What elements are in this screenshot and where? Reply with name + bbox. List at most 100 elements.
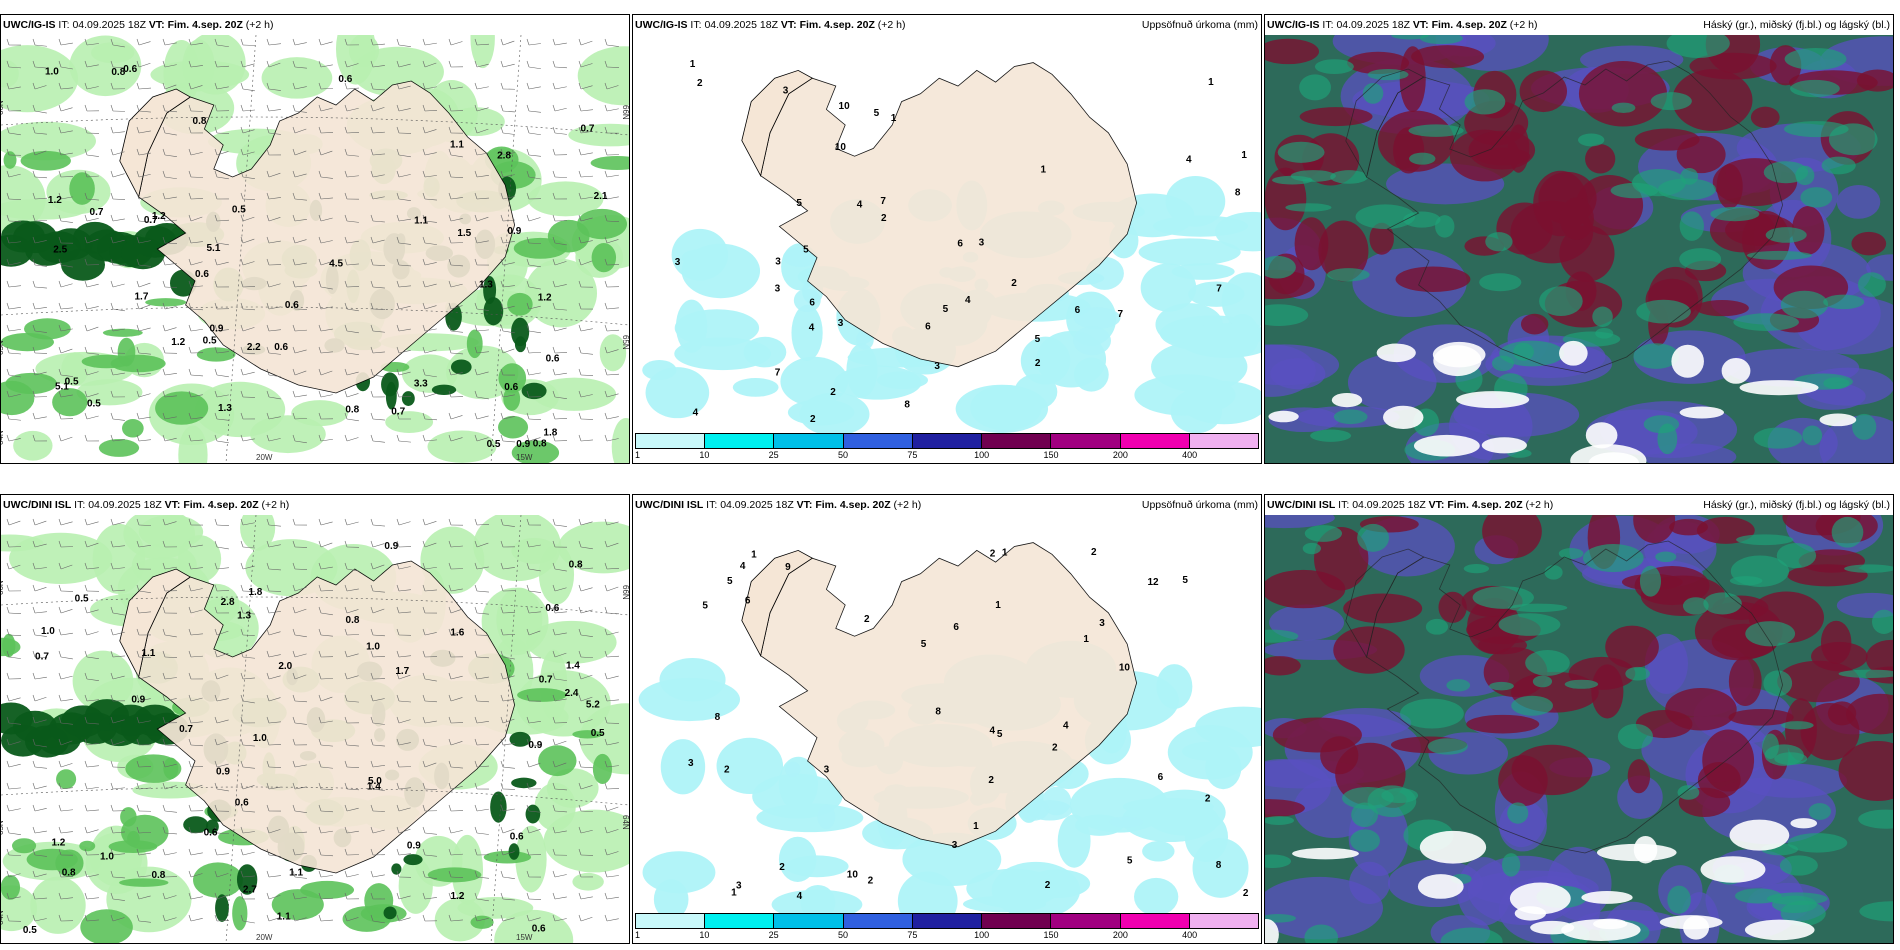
wind-barb-feather [58, 716, 62, 724]
wind-barb-feather [6, 258, 10, 266]
wind-barb-feather [526, 38, 530, 46]
wind-barb-feather [32, 368, 36, 376]
wind-barb-feather [188, 606, 192, 614]
wind-barb [8, 393, 21, 398]
precip-mid-area [11, 838, 37, 854]
wind-barb-feather [266, 390, 270, 398]
wind-barb-feather [266, 782, 270, 790]
clear-sky-area [1683, 915, 1710, 940]
wind-barb-feather [292, 760, 296, 768]
precip-rate-labels: 0.50.81.10.90.60.70.61.00.80.51.00.60.90… [23, 541, 605, 936]
wind-barb [8, 306, 21, 310]
wind-barb [164, 64, 177, 68]
lead-time: (+2 h) [261, 499, 290, 511]
wind-barb-feather [266, 214, 270, 222]
wind-barb-feather [526, 126, 530, 134]
accum-light-area [1142, 840, 1175, 862]
wind-barb [112, 719, 125, 724]
wind-barb-feather [318, 584, 322, 592]
it-label: IT: [74, 499, 86, 511]
wind-barb [60, 348, 73, 354]
mid-cloud-area [1425, 618, 1449, 635]
wind-barb [112, 787, 125, 790]
mid-cloud-area [1479, 273, 1522, 292]
wind-barb-feather [448, 346, 452, 354]
wind-barb-feather [552, 738, 556, 746]
wind-barb [86, 897, 99, 900]
high-cloud-area [1578, 61, 1668, 127]
wind-barb-feather [292, 390, 296, 398]
cloud-shading [1265, 515, 1893, 943]
wind-barb-feather [474, 38, 478, 46]
wind-barb-feather [292, 148, 296, 156]
wind-barb-feather [474, 170, 478, 178]
wind-barb [398, 328, 411, 332]
panel-title: Háský (gr.), miðský (fj.bl.) og lágský (… [1703, 19, 1890, 31]
wind-barb [580, 785, 593, 790]
wind-barb-feather [188, 826, 192, 834]
wind-barb [268, 132, 281, 135]
wind-barb-feather [318, 540, 322, 548]
wind-barb [528, 154, 541, 157]
wind-barb-feather [370, 302, 374, 310]
wind-barb-feather [500, 324, 504, 332]
accum-label: 6 [745, 596, 751, 607]
precip-light-area [557, 521, 629, 574]
precip-mid-area [3, 151, 17, 169]
wind-barb [242, 129, 255, 134]
wind-barb-feather [448, 258, 452, 266]
precip-rate-label: 2.7 [243, 885, 257, 896]
precip-heavy-area [514, 336, 527, 353]
wind-barb-feather [578, 302, 582, 310]
wind-barb [216, 374, 229, 378]
wind-barb [424, 897, 437, 900]
precip-rate-label: 0.7 [179, 724, 193, 735]
wind-barb [8, 697, 21, 702]
precip-rate-label: 0.9 [516, 439, 530, 450]
wind-barb-feather [344, 324, 348, 332]
wind-barb [216, 524, 229, 527]
wind-barb [554, 418, 567, 420]
wind-barb-feather [136, 826, 140, 834]
wind-barb-feather [84, 104, 88, 112]
wind-barb-feather [292, 214, 296, 222]
wind-barb [190, 176, 204, 178]
wind-barb [8, 896, 21, 900]
mid-cloud-area [1302, 542, 1321, 555]
accum-light-area [1073, 307, 1121, 329]
wind-barb [476, 566, 489, 570]
wind-barb [112, 151, 125, 156]
wind-barb [502, 898, 515, 901]
wind-barb [216, 546, 229, 550]
wind-barb [320, 328, 333, 332]
lead-time: (+2 h) [877, 19, 906, 31]
precip-rate-label: 1.2 [48, 195, 62, 206]
wind-barb-feather [6, 368, 10, 376]
wind-barb [8, 564, 21, 570]
wind-barb [242, 810, 255, 813]
precip-mid-area [1, 874, 21, 900]
wind-barb-feather [474, 716, 478, 724]
wind-barb-feather [84, 562, 88, 570]
precip-heavy-area [403, 854, 423, 866]
wind-barb-feather [474, 324, 478, 332]
wind-barb-feather [604, 650, 608, 658]
high-cloud-area [1520, 313, 1549, 335]
mid-cloud-area [1304, 525, 1343, 542]
wind-barb [320, 521, 333, 526]
wind-barb-feather [84, 606, 88, 614]
wind-barb-feather [318, 82, 322, 90]
precip-light-area [611, 417, 629, 463]
wind-barb-feather [136, 390, 140, 398]
wind-barb-feather [32, 584, 36, 592]
wind-barb [528, 286, 541, 290]
accum-light-area [660, 739, 706, 795]
wind-barb [476, 808, 489, 812]
wind-barb [424, 700, 437, 703]
coord-label: 65N [1, 820, 5, 835]
wind-barb [580, 916, 593, 922]
wind-barb [60, 66, 73, 70]
wind-barb [8, 198, 21, 200]
clear-sky-area [1292, 847, 1359, 860]
wind-barb [242, 88, 255, 92]
